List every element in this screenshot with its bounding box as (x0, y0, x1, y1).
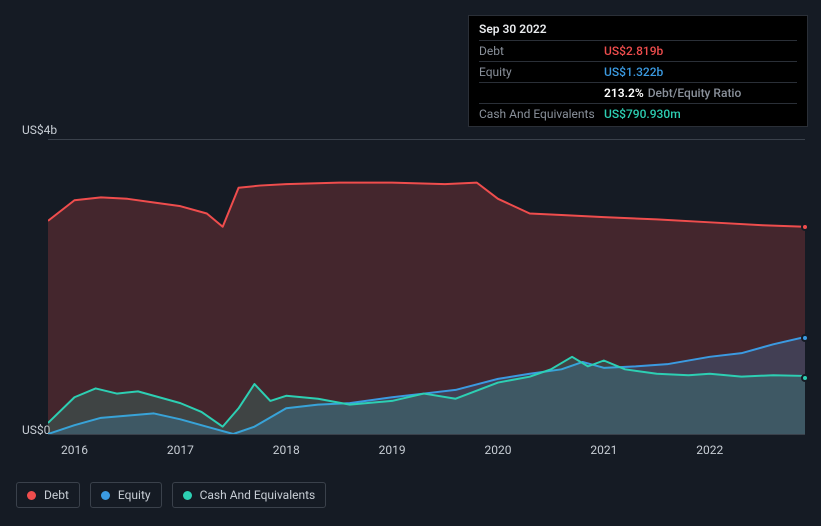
legend-label: Cash And Equivalents (200, 488, 316, 502)
legend-item-cash[interactable]: Cash And Equivalents (172, 482, 327, 508)
tooltip-label: Cash And Equivalents (479, 107, 604, 121)
tooltip-row-equity: Equity US$1.322b (479, 61, 797, 82)
y-axis-label-top: US$4b (22, 123, 57, 137)
legend-item-equity[interactable]: Equity (90, 482, 162, 508)
tooltip-label: Equity (479, 65, 604, 79)
x-axis: 2016 2017 2018 2019 2020 2021 2022 (48, 443, 805, 461)
ratio-label: Debt/Equity Ratio (648, 86, 742, 100)
tooltip-label (479, 86, 604, 100)
x-tick-label: 2018 (273, 443, 300, 457)
tooltip-value: US$2.819b (604, 44, 663, 58)
tooltip-value: US$1.322b (604, 65, 663, 79)
ratio-pct: 213.2% (604, 86, 644, 100)
series-end-marker-icon (801, 334, 809, 342)
tooltip-label: Debt (479, 44, 604, 58)
plot-area[interactable] (48, 139, 805, 435)
tooltip-row-cash: Cash And Equivalents US$790.930m (479, 103, 797, 124)
x-tick-label: 2019 (379, 443, 406, 457)
y-axis-label-bottom: US$0 (22, 423, 50, 437)
x-tick-label: 2020 (484, 443, 511, 457)
legend-swatch-icon (183, 491, 192, 500)
tooltip-value: US$790.930m (604, 107, 681, 121)
x-tick-label: 2022 (696, 443, 723, 457)
legend-swatch-icon (101, 491, 110, 500)
x-tick-label: 2021 (590, 443, 617, 457)
legend-item-debt[interactable]: Debt (16, 482, 80, 508)
x-tick-label: 2016 (61, 443, 88, 457)
tooltip-panel: Sep 30 2022 Debt US$2.819b Equity US$1.3… (468, 15, 808, 127)
chart-svg (48, 140, 805, 434)
legend: Debt Equity Cash And Equivalents (16, 482, 326, 508)
legend-label: Equity (118, 488, 151, 502)
tooltip-row-ratio: 213.2% Debt/Equity Ratio (479, 82, 797, 103)
legend-label: Debt (44, 488, 69, 502)
tooltip-row-debt: Debt US$2.819b (479, 40, 797, 61)
tooltip-value: 213.2% Debt/Equity Ratio (604, 86, 741, 100)
legend-swatch-icon (27, 491, 36, 500)
series-end-marker-icon (801, 223, 809, 231)
series-end-marker-icon (801, 374, 809, 382)
x-tick-label: 2017 (167, 443, 194, 457)
tooltip-date: Sep 30 2022 (479, 22, 797, 40)
